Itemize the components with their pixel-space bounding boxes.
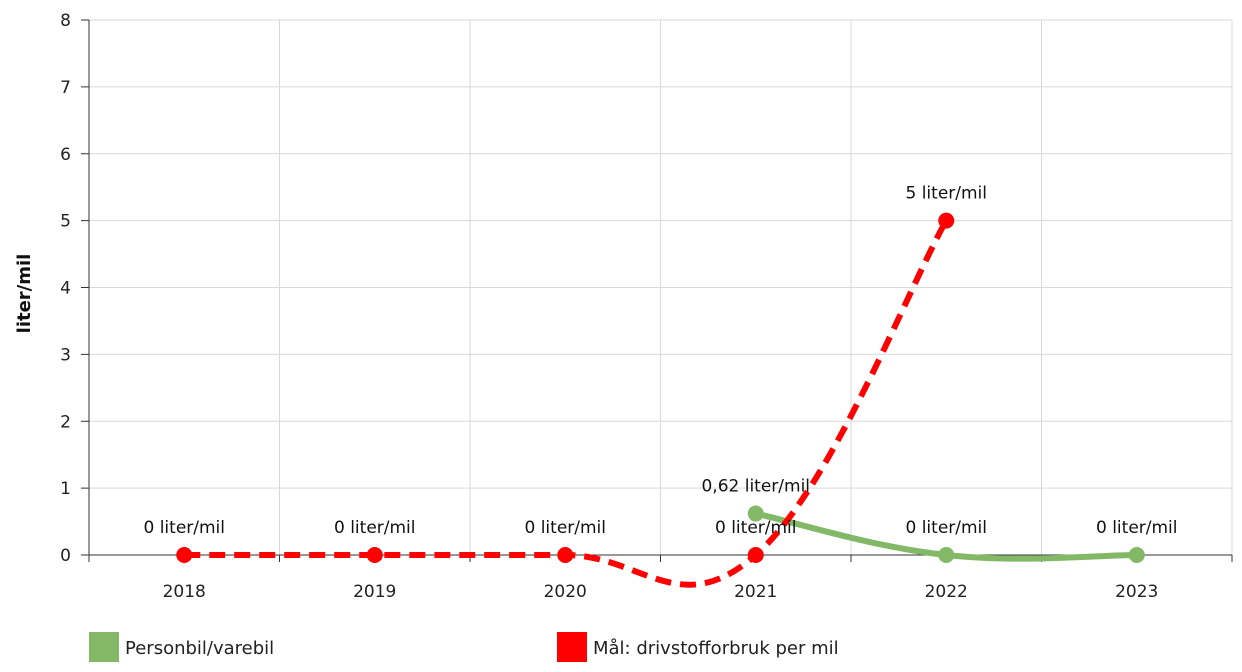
y-tick-label-4: 4: [60, 279, 71, 299]
y-tick-label-3: 3: [60, 345, 71, 365]
grid: [89, 19, 1233, 555]
series-1-point-0: [176, 547, 193, 563]
x-tick-label-1: 2019: [353, 582, 396, 602]
series-0-label-4: 0 liter/mil: [905, 518, 987, 538]
y-tick-label-5: 5: [60, 212, 71, 232]
y-tick-label-8: 8: [60, 11, 71, 31]
legend-swatch-0: [89, 632, 119, 662]
legend-label-0: Personbil/varebil: [125, 638, 274, 659]
y-tick-label-1: 1: [60, 479, 71, 499]
x-tick-label-4: 2022: [925, 582, 968, 602]
series-0-label-5: 0 liter/mil: [1096, 518, 1178, 538]
series-1-label-4: 5 liter/mil: [905, 184, 987, 204]
series-0-point-3: [747, 505, 764, 522]
series: [176, 212, 1145, 588]
x-tick-label-2: 2020: [544, 582, 587, 602]
y-tick-label-7: 7: [60, 78, 71, 98]
legend-label-1: Mål: drivstofforbruk per mil: [593, 638, 839, 659]
series-0-label-3: 0,62 liter/mil: [701, 477, 810, 497]
y-tick-label-6: 6: [60, 145, 71, 165]
series-1-point-1: [366, 547, 383, 563]
series-1-label-2: 0 liter/mil: [524, 518, 606, 538]
series-1-point-4: [938, 212, 955, 229]
series-1-point-2: [557, 547, 574, 563]
series-1-label-1: 0 liter/mil: [334, 518, 416, 538]
legend-swatch-1: [557, 632, 587, 662]
axes: 0 1 2 3 4 5 6 7 8 2018 2019 2020 2021 2022 2023: [60, 11, 1233, 602]
x-tick-label-3: 2021: [734, 582, 777, 602]
series-1-label-3: 0 liter/mil: [715, 518, 797, 538]
y-tick-label-0: 0: [60, 546, 71, 566]
series-line-1: [184, 219, 949, 588]
series-0-point-5: [1128, 547, 1145, 563]
series-1-point-3: [747, 547, 764, 563]
data-labels: 0,62 liter/mil 0 liter/mil 0 liter/mil 0 li…: [143, 184, 1177, 538]
legend: Personbil/varebil Mål: drivstofforbruk pe…: [89, 632, 839, 662]
y-axis-title: liter/mil: [14, 254, 35, 334]
series-1-label-0: 0 liter/mil: [143, 518, 225, 538]
x-tick-label-0: 2018: [163, 582, 206, 602]
x-tick-label-5: 2023: [1115, 582, 1158, 602]
y-tick-label-2: 2: [60, 412, 71, 432]
series-0-point-4: [938, 547, 955, 563]
